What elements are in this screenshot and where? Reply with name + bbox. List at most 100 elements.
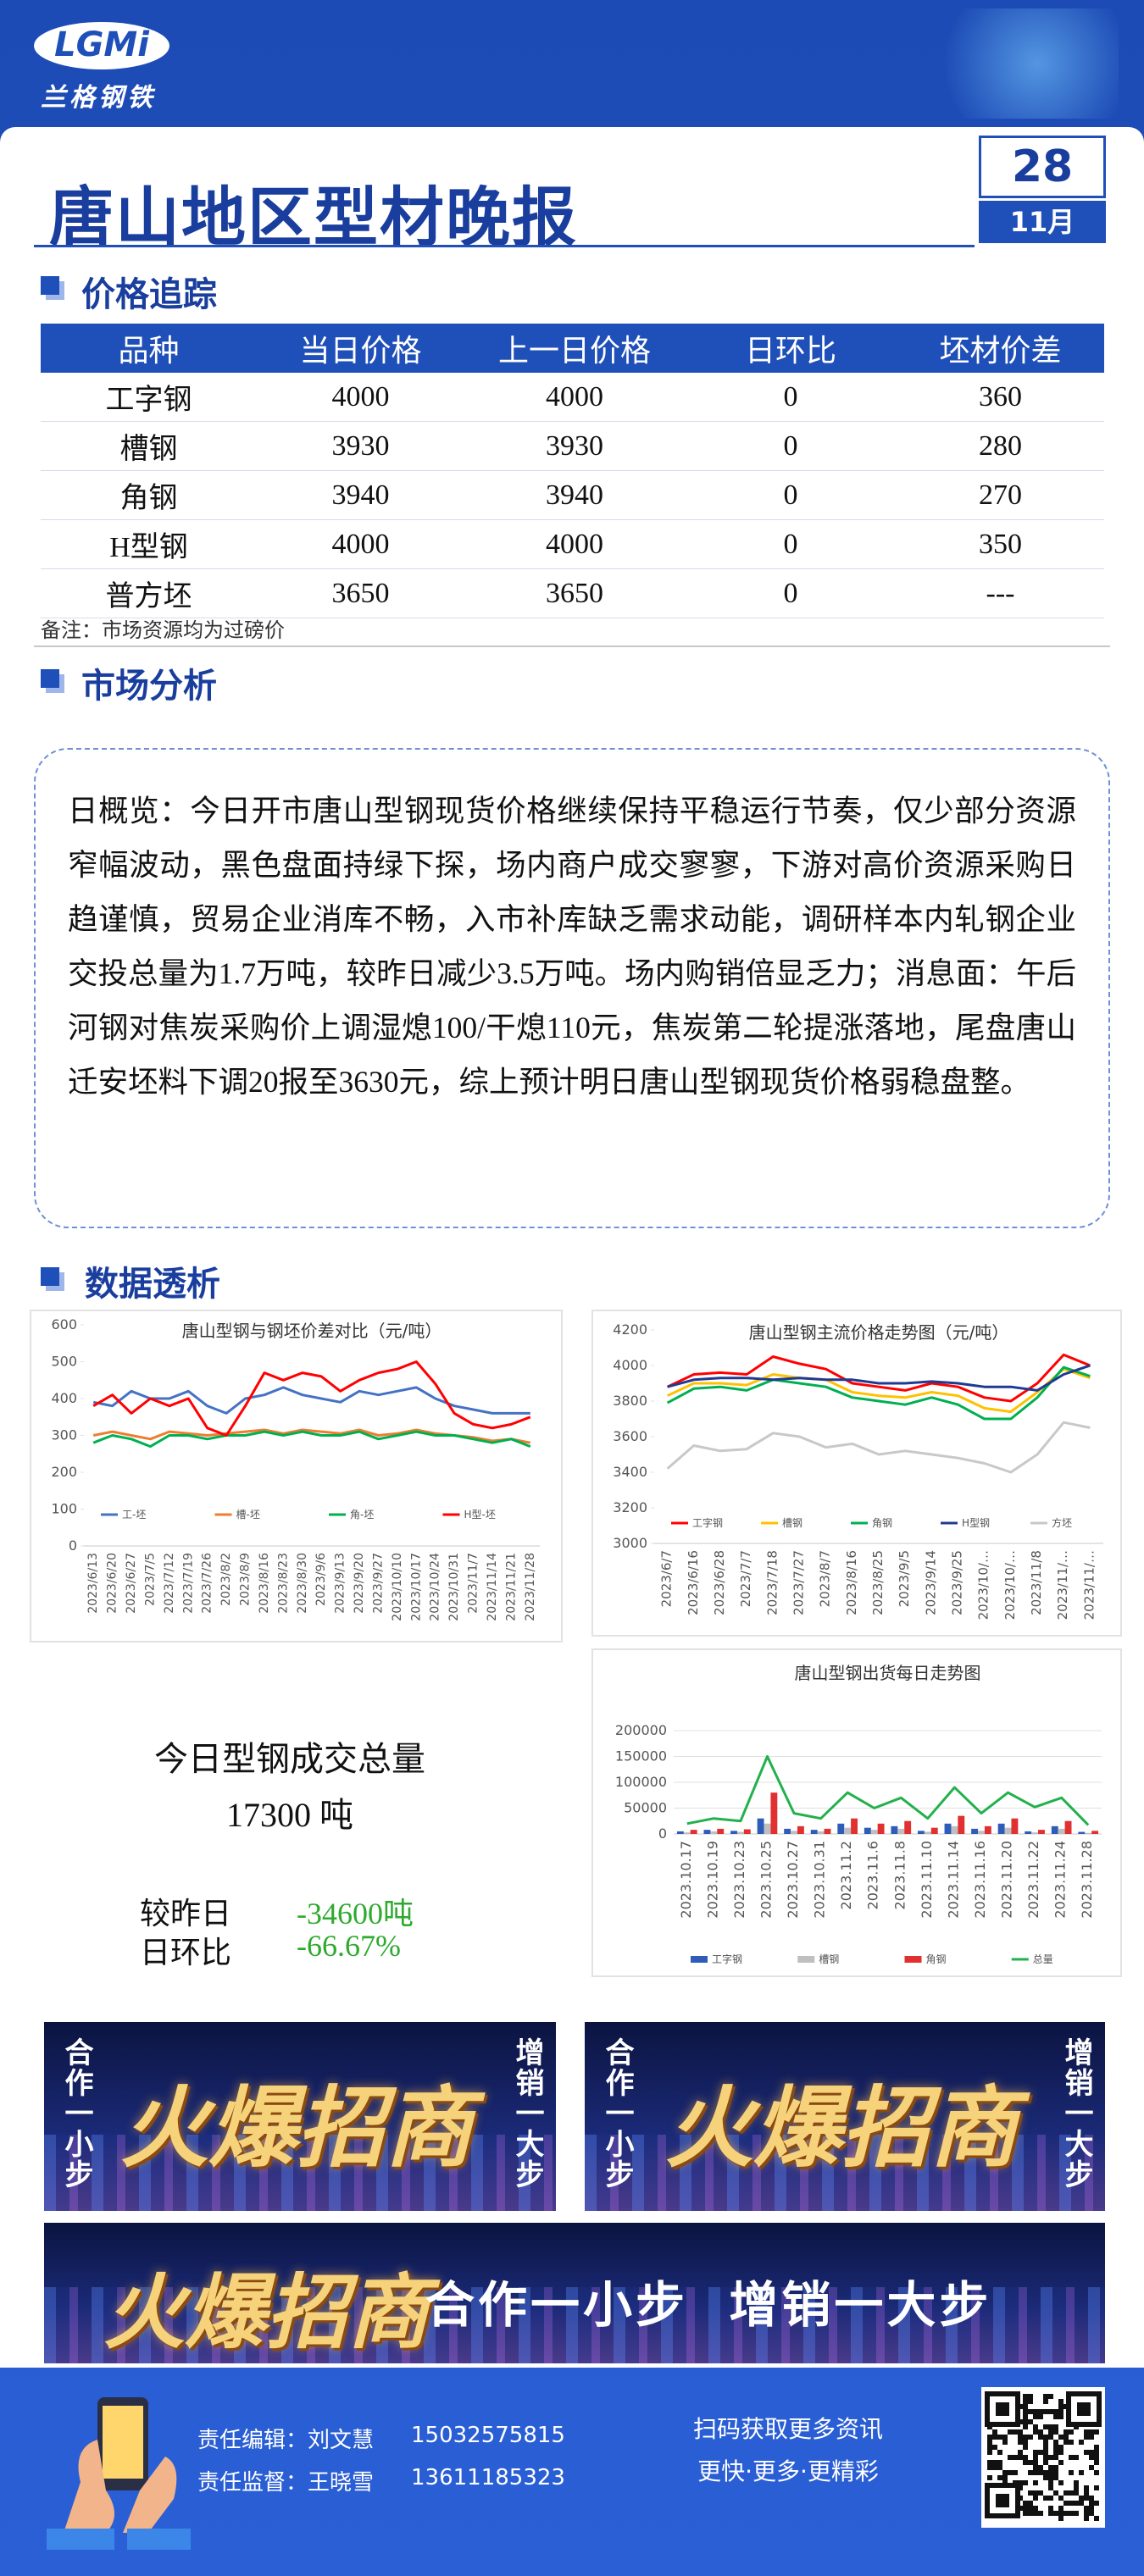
legend-label: 工-坯: [122, 1509, 146, 1521]
qr-module: [1089, 2496, 1094, 2501]
qr-module: [1038, 2490, 1043, 2496]
bar: [1011, 1818, 1019, 1834]
qr-module: [992, 2429, 997, 2435]
qr-module: [1048, 2485, 1053, 2490]
line-series: [92, 1430, 531, 1449]
y-tick-label: 4000: [613, 1357, 647, 1373]
logo-badge: [34, 22, 169, 69]
qr-module: [1038, 2450, 1043, 2455]
qr-module: [997, 2435, 1002, 2440]
qr-module: [1043, 2399, 1048, 2404]
qr-module: [1079, 2501, 1084, 2506]
y-tick-label: 3800: [613, 1393, 647, 1409]
legend-label: H型钢: [962, 1517, 990, 1529]
qr-module: [1033, 2465, 1038, 2470]
qr-module: [1028, 2470, 1033, 2475]
qr-module: [1028, 2511, 1033, 2516]
qr-module: [1008, 2470, 1013, 2475]
table-cell: 4000: [257, 373, 464, 422]
qr-module: [987, 2460, 992, 2465]
x-tick-label: 2023/7/5: [143, 1553, 157, 1606]
legend-label: 工字钢: [692, 1516, 723, 1529]
qr-module: [1048, 2409, 1053, 2414]
table-cell: 3930: [257, 421, 464, 471]
banner-side: 合作一小步: [59, 2037, 93, 2190]
summary-label: 较昨日: [140, 1897, 232, 1931]
bar: [736, 1831, 744, 1834]
qr-module: [1023, 2460, 1028, 2465]
supervisor: 责任监督：王晓雪: [197, 2470, 375, 2496]
qr-module: [1089, 2429, 1094, 2435]
qr-module: [1058, 2445, 1063, 2450]
qr-module: [1069, 2511, 1074, 2516]
table-cell: H型钢: [41, 519, 257, 569]
chart: 唐山型钢主流价格走势图（元/吨） 3000 3200 3400 3600 3800 4000…: [613, 1321, 1103, 1620]
qr-module: [1058, 2450, 1063, 2455]
legend-label: 方坯: [1052, 1516, 1072, 1529]
y-tick-label: 3600: [613, 1428, 647, 1444]
qr-module: [1094, 2429, 1099, 2435]
qr-module: [1018, 2429, 1023, 2435]
qr-module: [1053, 2470, 1058, 2475]
x-tick-label: 2023/7/7: [738, 1550, 753, 1607]
divider: [34, 645, 1110, 647]
qr-module: [1069, 2470, 1074, 2475]
summary-value: -66.67%: [297, 1929, 401, 1963]
x-tick-label: 2023.11.22: [1025, 1841, 1041, 1919]
section-icon: [41, 1267, 59, 1286]
qr-module: [1033, 2429, 1038, 2435]
qr-module: [992, 2435, 997, 2440]
legend-label: 角-坯: [350, 1509, 374, 1521]
x-tick-label: 2023.11.28: [1079, 1841, 1095, 1919]
bar: [1031, 1832, 1039, 1834]
qr-module: [1033, 2470, 1038, 2475]
qr-module: [1053, 2424, 1058, 2429]
legend-label: 槽-坯: [236, 1509, 260, 1521]
qr-module: [987, 2435, 992, 2440]
x-tick-label: 2023/11/28: [524, 1553, 537, 1621]
legend-label: H型-坯: [464, 1509, 496, 1521]
qr-module: [1048, 2429, 1053, 2435]
sleeve: [127, 2529, 191, 2550]
qr-module: [1043, 2409, 1048, 2414]
qr-module: [1063, 2511, 1069, 2516]
qr-module: [1043, 2460, 1048, 2465]
y-tick-label: 3400: [613, 1464, 647, 1480]
bar: [676, 1831, 684, 1834]
table-cell: 0: [685, 568, 897, 618]
legend-label: 工字钢: [712, 1953, 742, 1965]
section-title: 数据透析: [85, 1265, 220, 1304]
bar: [1085, 1832, 1092, 1834]
qr-module: [1018, 2450, 1023, 2455]
qr-module: [1094, 2450, 1099, 2455]
editor: 责任编辑：刘文慧: [197, 2428, 375, 2453]
qr-module: [1018, 2455, 1023, 2460]
qr-module: [1023, 2455, 1028, 2460]
bar: [810, 1830, 818, 1834]
bar: [1038, 1830, 1045, 1834]
bar: [791, 1831, 797, 1834]
legend-label: 槽钢: [819, 1953, 839, 1965]
bar: [764, 1823, 771, 1834]
qr-module: [1023, 2480, 1028, 2485]
bar: [904, 1820, 912, 1834]
report-title: 唐山地区型材晚报: [49, 183, 578, 254]
x-tick-label: 2023.11.6: [865, 1841, 881, 1909]
banner: 火爆招商 合作一小步 增销一大步: [44, 2223, 1105, 2363]
qr-module: [1048, 2424, 1053, 2429]
qr-module: [992, 2445, 997, 2450]
qr-module: [1048, 2475, 1053, 2480]
qr-module: [1033, 2414, 1038, 2419]
qr-module: [1058, 2399, 1063, 2404]
x-tick-label: 2023.11.24: [1052, 1841, 1069, 1919]
editor-phone: 15032575815: [411, 2423, 565, 2448]
qr-module: [1084, 2435, 1089, 2440]
qr-module: [1058, 2460, 1063, 2465]
x-tick-label: 2023.11.2: [838, 1841, 854, 1909]
qr-module: [1038, 2409, 1043, 2414]
qr-module: [1013, 2429, 1018, 2435]
bar: [864, 1827, 871, 1834]
x-tick-label: 2023/10/31: [447, 1553, 461, 1621]
qr-module: [1023, 2419, 1028, 2424]
qr-module: [1023, 2501, 1028, 2506]
